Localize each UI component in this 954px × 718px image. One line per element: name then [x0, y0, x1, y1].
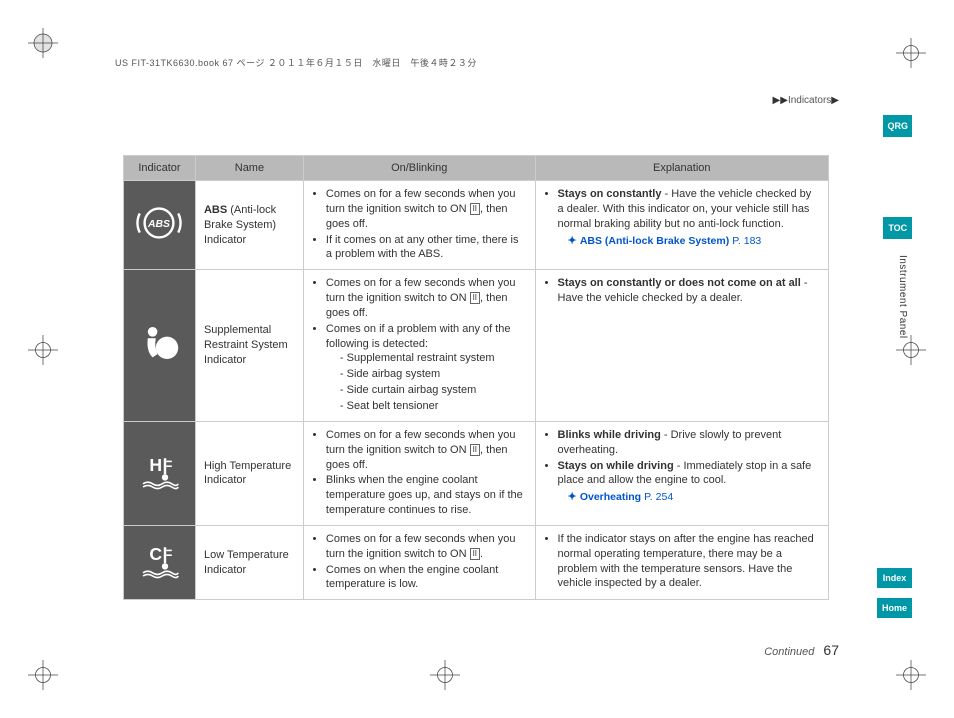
abs-icon	[135, 199, 183, 247]
indicator-icon-cell	[124, 421, 196, 525]
th-name: Name	[195, 156, 303, 181]
indicator-name: High Temperature Indicator	[195, 421, 303, 525]
explanation-cell: If the indicator stays on after the engi…	[535, 525, 828, 599]
crop-mark-icon	[896, 660, 926, 690]
crop-mark-icon	[430, 660, 460, 690]
reference-link[interactable]: ✦ ABS (Anti-lock Brake System) P. 183	[544, 234, 820, 249]
list-item: Comes on for a few seconds when you turn…	[326, 428, 527, 473]
th-onblink: On/Blinking	[303, 156, 535, 181]
hitemp-icon	[135, 447, 183, 495]
indicator-name: Low Temperature Indicator	[195, 525, 303, 599]
list-item: Comes on for a few seconds when you turn…	[326, 276, 527, 321]
tab-qrg[interactable]: QRG	[883, 115, 912, 137]
table-row: ABS (Anti-lock Brake System) Indicator Co…	[124, 181, 829, 270]
list-item: If it comes on at any other time, there …	[326, 233, 527, 263]
crop-mark-icon	[28, 335, 58, 365]
table-row: Supplemental Restraint System IndicatorC…	[124, 270, 829, 422]
indicator-icon-cell	[124, 270, 196, 422]
onblinking-cell: Comes on for a few seconds when you turn…	[303, 421, 535, 525]
list-item: Comes on for a few seconds when you turn…	[326, 532, 527, 562]
th-indicator: Indicator	[124, 156, 196, 181]
indicator-icon-cell	[124, 525, 196, 599]
book-header-line: US FIT-31TK6630.book 67 ページ ２０１１年６月１５日 水…	[115, 56, 477, 69]
sub-list-item: Side airbag system	[340, 367, 527, 382]
indicator-icon-cell	[124, 181, 196, 270]
list-item: Comes on when the engine coolant tempera…	[326, 563, 527, 593]
indicators-table: Indicator Name On/Blinking Explanation A…	[123, 155, 829, 600]
list-item: Comes on for a few seconds when you turn…	[326, 187, 527, 232]
page-footer: Continued 67	[764, 642, 839, 658]
th-explanation: Explanation	[535, 156, 828, 181]
onblinking-cell: Comes on for a few seconds when you turn…	[303, 181, 535, 270]
list-item: Stays on while driving - Immediately sto…	[558, 459, 820, 489]
list-item: If the indicator stays on after the engi…	[558, 532, 820, 591]
section-label: Instrument Panel	[897, 255, 908, 339]
sub-list-item: Supplemental restraint system	[340, 351, 527, 366]
onblinking-cell: Comes on for a few seconds when you turn…	[303, 270, 535, 422]
indicator-name: ABS (Anti-lock Brake System) Indicator	[195, 181, 303, 270]
srs-icon	[135, 319, 183, 367]
table-row: Low Temperature Indicator Comes on for a …	[124, 525, 829, 599]
breadcrumb: ▶▶Indicators▶	[773, 95, 839, 106]
list-item: Blinks while driving - Drive slowly to p…	[558, 428, 820, 458]
reference-link[interactable]: ✦ Overheating P. 254	[544, 490, 820, 505]
breadcrumb-arrows: ▶▶	[773, 95, 788, 106]
tab-index[interactable]: Index	[877, 568, 912, 588]
crop-mark-icon	[896, 335, 926, 365]
breadcrumb-tail: ▶	[831, 95, 839, 106]
list-item: Stays on constantly or does not come on …	[558, 276, 820, 306]
breadcrumb-label: Indicators	[788, 95, 831, 106]
sub-list-item: Side curtain airbag system	[340, 383, 527, 398]
tab-toc[interactable]: TOC	[883, 217, 912, 239]
crop-mark-icon	[896, 38, 926, 68]
explanation-cell: Stays on constantly or does not come on …	[535, 270, 828, 422]
crop-mark-icon	[28, 28, 58, 58]
continued-label: Continued	[764, 646, 814, 658]
table-row: High Temperature Indicator Comes on for a…	[124, 421, 829, 525]
onblinking-cell: Comes on for a few seconds when you turn…	[303, 525, 535, 599]
page-number: 67	[823, 642, 839, 658]
explanation-cell: Stays on constantly - Have the vehicle c…	[535, 181, 828, 270]
lotemp-icon	[135, 536, 183, 584]
indicator-name: Supplemental Restraint System Indicator	[195, 270, 303, 422]
sub-list-item: Seat belt tensioner	[340, 399, 527, 414]
list-item: Comes on if a problem with any of the fo…	[326, 322, 527, 414]
list-item: Blinks when the engine coolant temperatu…	[326, 473, 527, 518]
tab-home[interactable]: Home	[877, 598, 912, 618]
explanation-cell: Blinks while driving - Drive slowly to p…	[535, 421, 828, 525]
crop-mark-icon	[28, 660, 58, 690]
list-item: Stays on constantly - Have the vehicle c…	[558, 187, 820, 232]
